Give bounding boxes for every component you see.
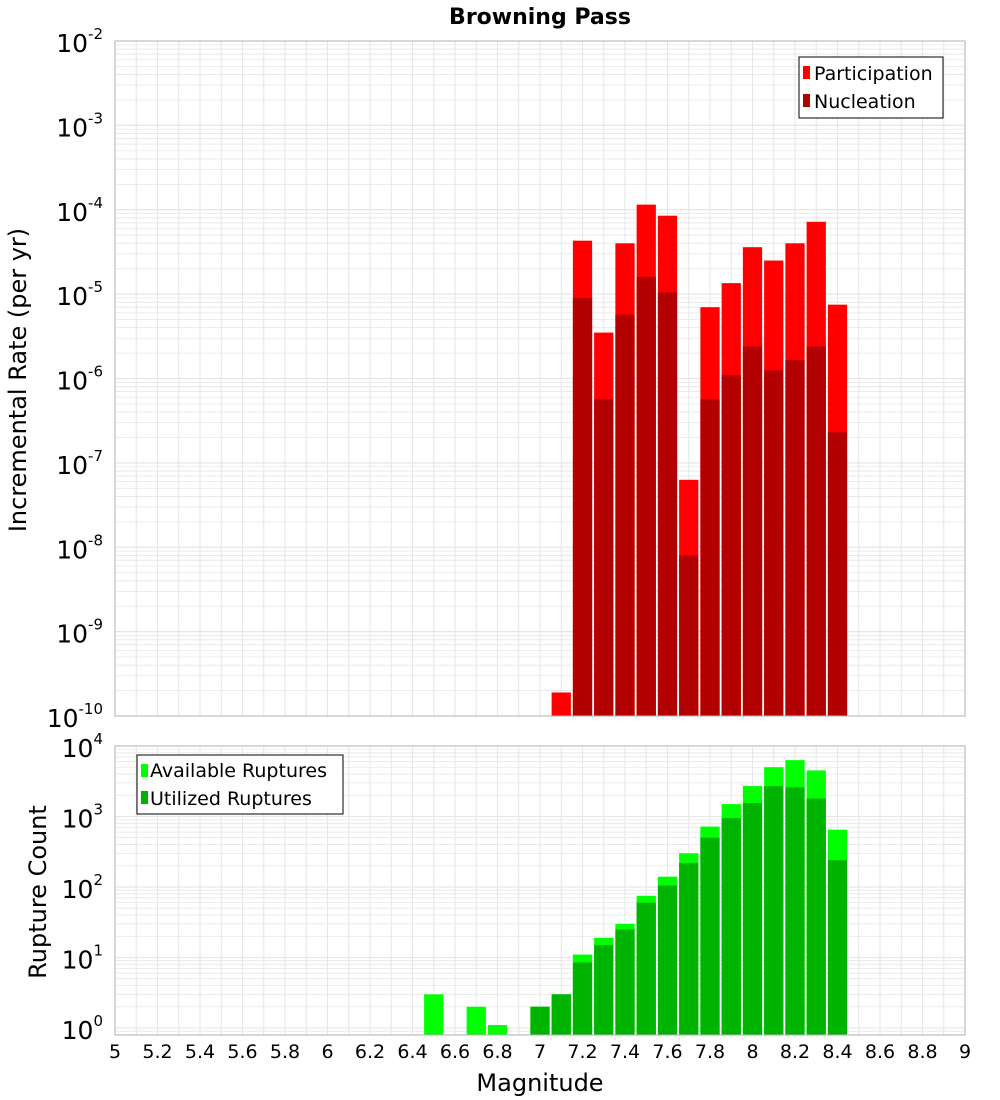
bottom-bar-series1-7_8 [700,837,720,1035]
legend-label-available: Available Ruptures [150,760,327,782]
bottom-y-tick-labels: 104 103 102 101 100 [62,730,103,1045]
bottom-bar-series1-8_1 [764,786,784,1035]
bottom-bar-series1-8_3 [806,798,826,1035]
top-bar-series1-7_3 [594,399,614,716]
y-tick-label: 103 [62,800,103,833]
y-tick-label: 10-4 [56,194,103,227]
legend-label-nucleation: Nucleation [814,91,916,113]
x-tick-label: 5.8 [270,1041,300,1063]
bottom-bars [424,760,848,1035]
y-tick-label: 10-6 [56,363,103,396]
bottom-bar-series0-6_8 [487,1025,508,1035]
x-tick-labels: 5 5.2 5.4 5.6 5.8 6 6.2 6.4 6.6 6.8 7 7.2 7.4 7.6 7.8 8… [109,1041,971,1063]
x-tick-label: 9 [959,1041,971,1063]
legend-swatch-available [141,764,148,777]
top-bar-series1-7_6 [657,292,678,716]
legend-label-participation: Participation [814,63,933,85]
x-tick-label: 7.6 [652,1041,682,1063]
bottom-plot-frame [114,745,966,1036]
top-bar-series1-7_7 [679,555,699,716]
top-bar-series1-8_3 [806,346,826,716]
top-y-tick-labels: 10-2 10-3 10-4 10-5 10-6 10-7 10-8 10-9 10-10 [47,25,103,733]
x-tick-label: 8.2 [780,1041,810,1063]
bottom-bar-series1-7_1 [551,994,571,1035]
top-bar-series1-7_4 [615,314,635,716]
top-bar-series1-8_1 [764,370,784,716]
x-tick-label: 8 [746,1041,758,1063]
legend-swatch-nucleation [803,94,810,107]
y-tick-label: 100 [62,1012,103,1045]
y-tick-label: 10-8 [56,531,103,564]
y-tick-label: 101 [62,941,103,974]
bottom-legend: Available Ruptures Utilized Ruptures [136,754,344,815]
y-tick-label: 104 [62,730,103,763]
top-bar-series1-7_9 [721,375,741,716]
top-plot-frame [114,40,966,717]
top-bar-series1-8_2 [785,360,805,716]
x-tick-label: 7.8 [695,1041,725,1063]
bottom-bar-series1-7_3 [594,945,614,1035]
bottom-bar-series1-7_2 [572,962,593,1035]
top-bar-series1-7_5 [636,276,656,716]
bottom-bar-series1-8 [742,803,763,1035]
x-axis-label: Magnitude [476,1069,603,1097]
x-tick-label: 7.4 [610,1041,640,1063]
y-tick-label: 10-10 [47,700,103,733]
bottom-y-axis-label: Rupture Count [24,805,52,979]
x-tick-label: 8.8 [907,1041,937,1063]
y-tick-label: 10-9 [56,616,103,649]
x-tick-label: 7 [534,1041,546,1063]
x-tick-label: 5 [109,1041,121,1063]
top-panel: 10-2 10-3 10-4 10-5 10-6 10-7 10-8 10-9 10-10 In… [4,25,966,733]
bottom-bar-series1-8_2 [785,787,805,1035]
bottom-bar-series1-7_9 [721,818,741,1035]
bottom-panel: 104 103 102 101 100 Rupture Count Available … [24,730,966,1045]
x-tick-label: 5.6 [227,1041,257,1063]
top-bars [551,204,848,717]
top-bar-series1-7_8 [700,399,720,716]
x-tick-label: 6 [321,1041,333,1063]
top-bar-series1-8_4 [827,432,848,716]
y-tick-label: 10-3 [56,109,103,142]
bottom-bar-series0-6_7 [466,1006,486,1035]
x-tick-label: 6.6 [440,1041,470,1063]
x-tick-label: 6.4 [397,1041,427,1063]
legend-swatch-participation [803,66,810,79]
bottom-legend-box [136,754,344,815]
top-bar-series1-7_2 [572,297,593,716]
top-legend: Participation Nucleation [798,56,944,119]
chart-title: Browning Pass [449,5,631,30]
bottom-bar-series1-7_4 [615,929,635,1035]
bottom-bar-series1-7_7 [679,862,699,1035]
y-tick-label: 102 [62,871,103,904]
legend-label-utilized: Utilized Ruptures [150,788,312,810]
x-tick-label: 8.4 [822,1041,852,1063]
top-y-axis-label: Incremental Rate (per yr) [4,228,32,532]
top-bar-series1-8 [742,346,763,716]
bottom-bar-series1-7_5 [636,902,656,1035]
bottom-bar-series1-7_6 [657,885,678,1035]
top-bar-series0-7_1 [551,692,571,716]
x-tick-label: 8.6 [865,1041,895,1063]
top-legend-box [798,56,944,119]
x-tick-label: 5.2 [142,1041,172,1063]
y-tick-label: 10-5 [56,278,103,311]
bottom-bar-series1-8_4 [827,860,848,1035]
x-tick-label: 5.4 [185,1041,215,1063]
x-tick-label: 7.2 [567,1041,597,1063]
bottom-bar-series1-7 [530,1006,550,1035]
bottom-bar-series0-6_5 [424,994,444,1035]
legend-swatch-utilized [141,791,148,804]
x-tick-label: 6.8 [482,1041,512,1063]
x-tick-label: 6.2 [355,1041,385,1063]
y-tick-label: 10-7 [56,447,103,480]
y-tick-label: 10-2 [56,25,103,58]
